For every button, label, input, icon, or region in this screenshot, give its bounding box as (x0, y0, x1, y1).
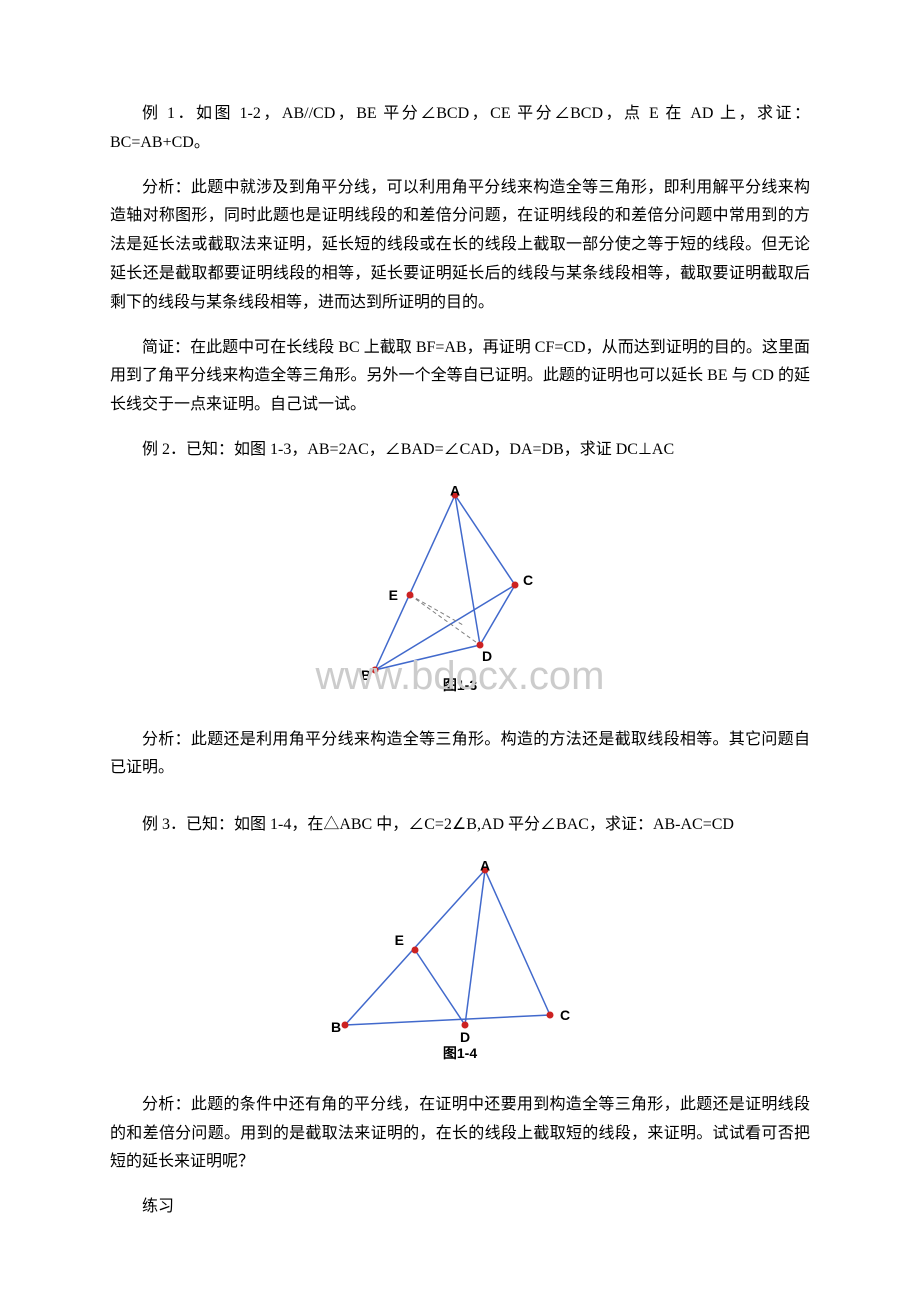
figure-1-4-caption: 图1-4 (443, 1045, 477, 1060)
example-1-statement: 例 1．如图 1-2，AB//CD，BE 平分∠BCD，CE 平分∠BCD，点 … (110, 100, 810, 158)
label-c2: C (560, 1007, 570, 1023)
label-e2: E (395, 932, 404, 948)
figure-1-3: www.bdocx.com A B C D E 图1-3 (110, 485, 810, 706)
example-3-statement: 例 3．已知：如图 1-4，在△ABC 中，∠C=2∠B,AD 平分∠BAC，求… (110, 811, 810, 840)
figure-1-4: A B C D E 图1-4 (110, 860, 810, 1071)
label-c: C (523, 572, 533, 588)
example-1-proof: 简证：在此题中可在长线段 BC 上截取 BF=AB，再证明 CF=CD，从而达到… (110, 334, 810, 420)
label-a2: A (480, 860, 490, 873)
label-d: D (482, 648, 492, 664)
example-3-analysis: 分析：此题的条件中还有角的平分线，在证明中还要用到构造全等三角形，此题还是证明线… (110, 1091, 810, 1177)
label-b2: B (331, 1019, 341, 1035)
example-1-analysis: 分析：此题中就涉及到角平分线，可以利用角平分线来构造全等三角形，即利用解平分线来… (110, 174, 810, 318)
example-2-statement: 例 2．已知：如图 1-3，AB=2AC，∠BAD=∠CAD，DA=DB，求证 … (110, 436, 810, 465)
label-b: B (361, 667, 371, 683)
label-d2: D (460, 1029, 470, 1045)
figure-1-3-svg: A B C D E 图1-3 (360, 485, 560, 695)
example-2-analysis: 分析：此题还是利用角平分线来构造全等三角形。构造的方法还是截取线段相等。其它问题… (110, 726, 810, 784)
figure-1-4-svg: A B C D E 图1-4 (330, 860, 590, 1060)
figure-1-3-caption: 图1-3 (443, 677, 477, 693)
label-a: A (450, 485, 460, 498)
label-e: E (389, 587, 398, 603)
exercise-heading: 练习 (110, 1193, 810, 1222)
